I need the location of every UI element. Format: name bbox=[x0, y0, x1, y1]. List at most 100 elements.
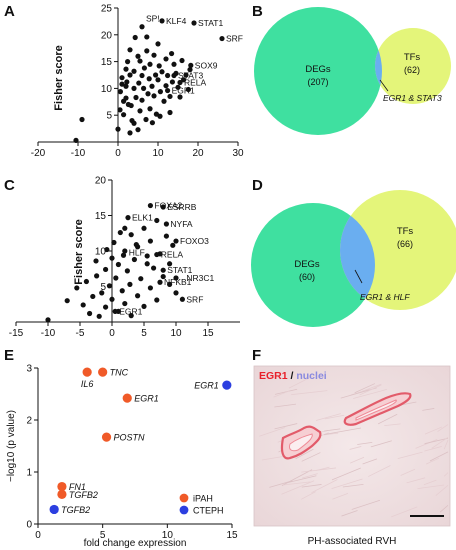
data-point bbox=[136, 80, 142, 86]
x-axis-title: fold change expression bbox=[84, 538, 187, 549]
data-point bbox=[169, 79, 175, 85]
point-label: SOX9 bbox=[195, 60, 218, 70]
data-point bbox=[106, 283, 113, 289]
data-point bbox=[160, 267, 166, 273]
x-tick-label: -15 bbox=[9, 328, 24, 339]
tissue-fiber bbox=[391, 506, 418, 518]
panel-letter-f: F bbox=[252, 347, 261, 364]
point-label: STAT3 bbox=[178, 71, 203, 81]
data-point bbox=[154, 297, 160, 303]
data-point bbox=[141, 303, 147, 309]
data-point bbox=[144, 48, 150, 54]
y-tick-label: 5 bbox=[106, 111, 112, 122]
data-point bbox=[141, 65, 147, 71]
gene-label: EGR1 bbox=[134, 394, 159, 404]
data-point bbox=[131, 120, 137, 126]
venn-b-degs-circle bbox=[254, 7, 382, 135]
data-point bbox=[128, 313, 134, 319]
data-point bbox=[165, 87, 171, 94]
data-point bbox=[82, 367, 92, 377]
data-point bbox=[159, 69, 165, 75]
data-point bbox=[147, 202, 153, 209]
tissue-fiber bbox=[288, 375, 315, 389]
point-label: HLF bbox=[129, 247, 145, 257]
tissue-fiber bbox=[443, 439, 449, 450]
data-point bbox=[96, 313, 102, 319]
y-tick-label: 20 bbox=[101, 30, 113, 41]
data-point bbox=[83, 278, 89, 285]
tissue-fiber bbox=[351, 499, 381, 510]
data-point bbox=[90, 293, 96, 300]
point-label: SRF bbox=[186, 294, 203, 304]
data-point bbox=[122, 300, 128, 307]
point-label: NFKB1 bbox=[164, 277, 192, 287]
x-tick-label: 5 bbox=[100, 530, 106, 541]
data-point bbox=[137, 108, 143, 114]
point-label: EGR1 bbox=[119, 306, 142, 316]
data-point bbox=[104, 246, 110, 253]
data-point bbox=[185, 86, 191, 93]
data-point bbox=[93, 258, 99, 264]
venn-d-degs-label: DEGs bbox=[294, 259, 320, 270]
point-label: RELA bbox=[184, 78, 207, 88]
venn-d-pointer bbox=[354, 269, 363, 284]
data-point bbox=[147, 238, 153, 244]
data-point bbox=[94, 273, 100, 279]
tissue-fiber bbox=[291, 390, 328, 396]
legend-label: CTEPH bbox=[193, 506, 224, 516]
x-tick-label: 10 bbox=[170, 328, 182, 339]
data-point bbox=[101, 432, 112, 442]
point-label: SRF bbox=[226, 34, 243, 44]
data-point bbox=[139, 97, 145, 103]
tissue-fiber bbox=[324, 414, 345, 420]
tissue-fiber bbox=[362, 458, 378, 465]
x-tick-label: 15 bbox=[226, 530, 238, 541]
y-tick-label: 10 bbox=[95, 247, 107, 258]
data-point bbox=[153, 72, 159, 78]
data-point bbox=[115, 261, 121, 268]
data-point bbox=[167, 109, 173, 116]
data-point bbox=[160, 204, 166, 210]
legend-marker bbox=[179, 493, 189, 503]
point-label: KLF4 bbox=[166, 16, 187, 26]
data-point bbox=[144, 253, 150, 259]
tissue-fiber bbox=[301, 484, 322, 488]
data-point bbox=[128, 232, 134, 238]
venn-b-degs-count: (207) bbox=[307, 77, 328, 87]
tissue-fiber bbox=[377, 413, 398, 425]
data-point bbox=[119, 81, 125, 87]
x-tick-label: 0 bbox=[109, 328, 115, 339]
panel-letter-d: D bbox=[252, 177, 263, 194]
panel-letter-e: E bbox=[4, 347, 14, 364]
data-point bbox=[163, 83, 169, 89]
data-point bbox=[139, 24, 145, 30]
tissue-fiber bbox=[274, 423, 298, 430]
data-point bbox=[127, 281, 133, 287]
gene-label: POSTN bbox=[114, 433, 146, 443]
point-label: NR3C1 bbox=[186, 273, 214, 283]
data-point bbox=[112, 308, 118, 314]
data-point bbox=[154, 217, 160, 224]
x-tick-label: 30 bbox=[232, 148, 244, 159]
x-tick-label: -10 bbox=[41, 328, 56, 339]
data-point bbox=[125, 59, 131, 65]
venn-d-tfs-label: TFs bbox=[397, 226, 414, 237]
point-label: STAT1 bbox=[198, 18, 223, 28]
gene-label: TGFB2 bbox=[69, 490, 98, 500]
data-point bbox=[123, 66, 129, 72]
y-tick-label: 15 bbox=[101, 57, 113, 68]
data-point bbox=[163, 221, 169, 227]
data-point bbox=[154, 251, 160, 258]
tissue-fiber bbox=[274, 403, 297, 408]
tissue-fiber bbox=[324, 427, 362, 435]
tissue-fiber bbox=[342, 483, 364, 488]
y-tick-label: 1 bbox=[26, 468, 32, 479]
data-point bbox=[155, 41, 161, 47]
x-tick-label: 5 bbox=[141, 328, 147, 339]
data-point bbox=[57, 481, 67, 492]
tissue-fiber bbox=[423, 479, 437, 486]
point-label: ELK1 bbox=[132, 213, 153, 223]
gene-label: EGR1 bbox=[194, 381, 219, 391]
